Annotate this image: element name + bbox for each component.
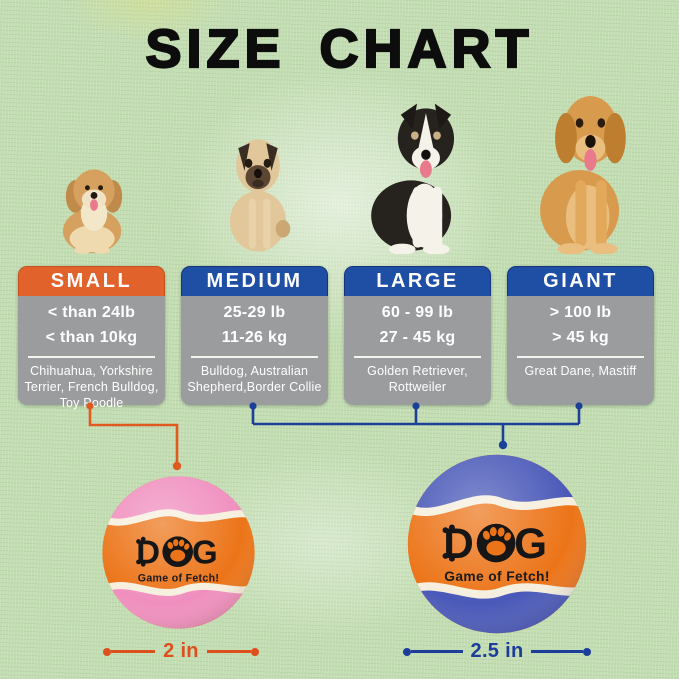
size-label: LARGE — [376, 270, 459, 292]
size-column-small-header: SMALL — [18, 266, 165, 296]
weight-range: < than 24lb < than 10kg — [45, 304, 138, 346]
dog-pug-image — [229, 139, 291, 252]
size-label: GIANT — [543, 270, 618, 292]
bone-serif-decor — [136, 536, 146, 567]
tennis-ball-small: DOG Game of Fetch! — [102, 476, 255, 629]
weight-range: 60 - 99 lb 27 - 45 kg — [379, 304, 456, 346]
dog-havanese-image — [62, 169, 123, 254]
divider — [517, 355, 644, 358]
divider — [28, 355, 155, 358]
size-column-medium: MEDIUM 25-29 lb 11-26 kg Bulldog, Austra… — [181, 266, 328, 405]
measure-dot-left — [103, 647, 111, 656]
size-columns: SMALL < than 24lb < than 10kg Chihuahua,… — [18, 266, 654, 410]
measure-dot-left — [403, 647, 411, 656]
measure-dot-right — [251, 647, 259, 656]
weight-range: 25-29 lb 11-26 kg — [221, 304, 288, 346]
paw-icon — [476, 523, 516, 563]
size-column-giant-header: GIANT — [507, 266, 654, 296]
breed-list: Golden Retriever, Rottweiler — [367, 363, 468, 394]
dog-golden-retriever-image — [540, 96, 626, 254]
measurement-large-ball: 2.5 in — [403, 640, 591, 663]
divider — [191, 355, 318, 358]
size-column-small: SMALL < than 24lb < than 10kg Chihuahua,… — [18, 266, 165, 410]
weight-range: > 100 lb > 45 kg — [549, 304, 612, 346]
size-column-giant: GIANT > 100 lb > 45 kg Great Dane, Masti… — [507, 266, 654, 405]
tennis-ball-large: DOG Game of Fetch! — [407, 454, 587, 634]
size-label: SMALL — [50, 270, 133, 292]
dog-border-collie-image — [371, 103, 455, 254]
measurement-small-ball: 2 in — [103, 640, 259, 663]
ball-tagline-text: Game of Fetch! — [138, 573, 219, 585]
breed-list: Chihuahua, Yorkshire Terrier, French Bul… — [24, 363, 159, 411]
size-label: MEDIUM — [206, 270, 303, 292]
breed-list: Great Dane, Mastiff — [524, 363, 637, 378]
measurement-label: 2 in — [163, 640, 199, 662]
page-title: SIZE CHART — [144, 18, 534, 80]
size-column-large-header: LARGE — [344, 266, 491, 296]
ball-tagline-text: Game of Fetch! — [444, 569, 550, 584]
breed-list: Bulldog, Australian Shepherd,Border Coll… — [187, 363, 322, 394]
measure-dot-right — [583, 647, 591, 656]
size-column-large: LARGE 60 - 99 lb 27 - 45 kg Golden Retri… — [344, 266, 491, 405]
bone-serif-decor — [442, 524, 455, 562]
measurement-label: 2.5 in — [470, 640, 524, 662]
paw-icon — [162, 536, 194, 568]
divider — [354, 355, 481, 358]
size-column-medium-header: MEDIUM — [181, 266, 328, 296]
